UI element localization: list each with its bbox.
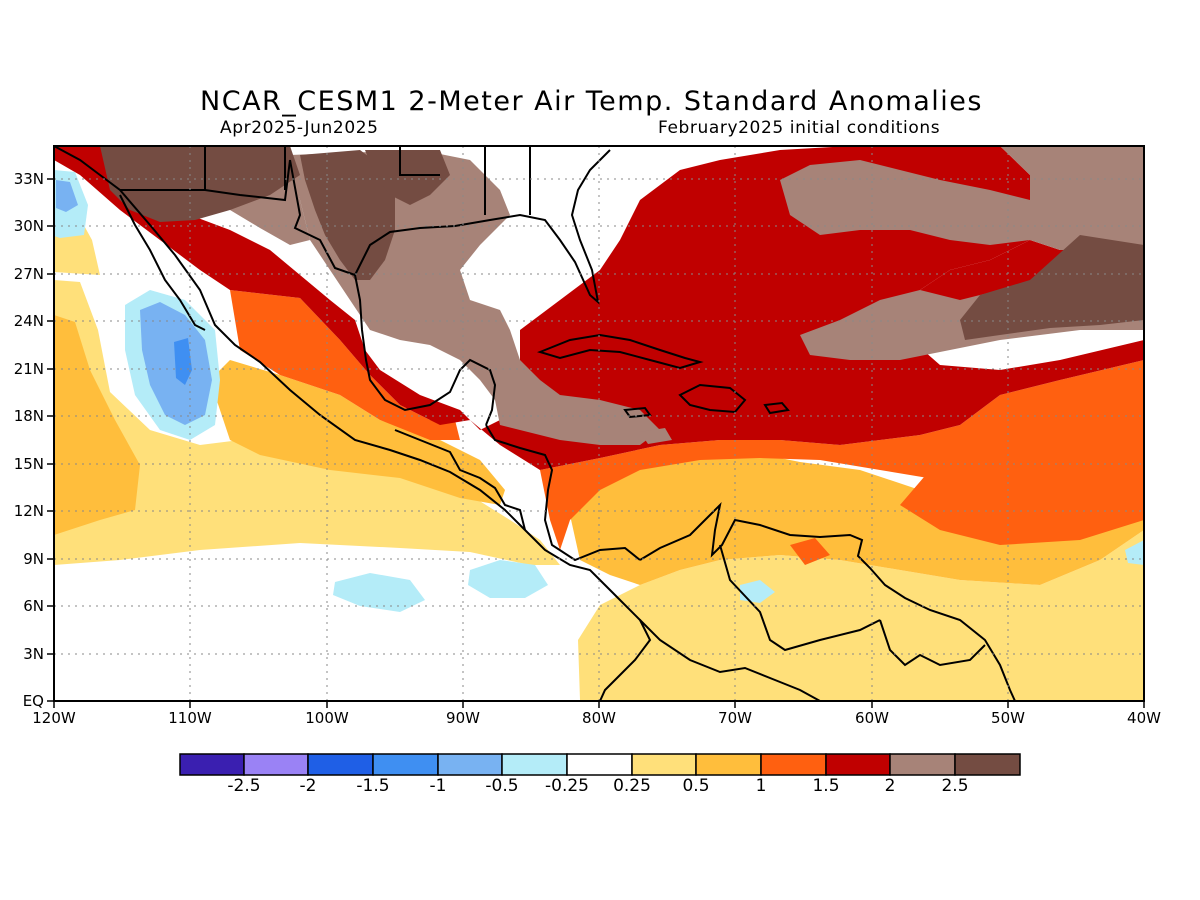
colorbar-swatch-lt-m25 [179, 753, 245, 776]
coastline-cuba [536, 333, 704, 370]
lat-label: 18N [13, 407, 44, 425]
lon-label: 50W [991, 709, 1025, 727]
border-guianas [879, 619, 986, 667]
lat-label: EQ [22, 692, 44, 710]
field-orange-pacific-west [54, 315, 140, 535]
field-cool-west-edge-mid [56, 180, 78, 212]
lat-label: 33N [13, 170, 44, 188]
colorbar-swatch-p1-p15 [760, 753, 827, 776]
field-redorange-atlantic-east [900, 380, 1144, 545]
colorbar-label: 2.5 [941, 776, 969, 796]
field-redorange-central-carib [540, 360, 1144, 550]
lat-label: 24N [13, 312, 44, 330]
border-us-states [204, 146, 531, 215]
lat-label: 12N [13, 502, 44, 520]
border-colombia-south [639, 619, 821, 701]
field-orange-caribbean-south [560, 448, 1144, 585]
field-brown-atlantic-east [960, 235, 1144, 340]
field-cool-pacific-2 [468, 560, 548, 598]
field-tan-caribbean-spot [640, 428, 672, 444]
anomaly-field [54, 146, 1144, 701]
colorbar-label: -2 [299, 776, 317, 796]
coastline-gulf-mexico [354, 274, 497, 426]
colorbar-swatch-m05-m025 [501, 753, 568, 776]
field-brown-texas [300, 150, 395, 280]
lat-label: 9N [23, 550, 44, 568]
colorbar [179, 753, 1021, 776]
lat-label: 21N [13, 360, 44, 378]
field-cool-south-america [740, 580, 775, 603]
colorbar-label: -2.5 [227, 776, 261, 796]
coastline-puerto-rico [763, 401, 790, 415]
field-redorange-mexico-pacific [230, 290, 460, 440]
coastlines [54, 146, 1016, 701]
colorbar-swatch-p2-p25 [889, 753, 956, 776]
colorbar-swatch-p025-p05 [631, 753, 697, 776]
lon-label: 40W [1127, 709, 1161, 727]
lon-label: 100W [305, 709, 349, 727]
border-venezuela-colombia [719, 544, 881, 652]
field-tan-atlantic-ne [780, 146, 1144, 250]
map-title: NCAR_CESM1 2-Meter Air Temp. Standard An… [200, 86, 983, 117]
coastline-gulf-west [289, 149, 611, 305]
colorbar-swatch-m1-m05 [437, 753, 503, 776]
colorbar-label: -1.5 [356, 776, 390, 796]
lat-label: 27N [13, 265, 44, 283]
coastline-central-america-borders [394, 429, 526, 531]
coastline-jamaica [623, 406, 652, 419]
colorbar-swatch-gt-p25 [954, 753, 1021, 776]
lon-label: 110W [168, 709, 212, 727]
colorbar-swatch-m2-m15 [307, 753, 374, 776]
colorbar-label: -1 [429, 776, 447, 796]
colorbar-label: 1 [755, 776, 767, 796]
colorbar-swatch-p15-p2 [825, 753, 891, 776]
colorbar-label: 2 [884, 776, 896, 796]
field-yellow-east-pacific [54, 280, 560, 565]
initial-conditions: February2025 initial conditions [658, 118, 941, 138]
lat-label: 15N [13, 455, 44, 473]
coastline-south-america-north [639, 501, 1016, 701]
field-cool-pacific-1 [333, 573, 425, 612]
lon-label: 70W [718, 709, 752, 727]
colorbar-label: -0.5 [485, 776, 519, 796]
coastline-baja [119, 194, 206, 331]
colorbar-swatch-m15-m1 [372, 753, 439, 776]
lat-label: 3N [23, 645, 44, 663]
field-brown-us-north [365, 150, 450, 205]
field-redorange-venezuela [790, 538, 830, 565]
coastline-hispaniola [678, 383, 747, 414]
coastline-pacific-mexico [54, 146, 652, 701]
field-cool-baja-core [174, 338, 192, 385]
lon-label: 120W [32, 709, 76, 727]
colorbar-label: 0.5 [682, 776, 710, 796]
colorbar-swatch-neutral [566, 753, 633, 776]
border-us-mexico [120, 159, 291, 202]
colorbar-label: 0.25 [613, 776, 651, 796]
colorbar-label: 1.5 [812, 776, 840, 796]
field-yellow-atlantic [578, 530, 1144, 701]
colorbar-label: -0.25 [545, 776, 589, 796]
forecast-period: Apr2025-Jun2025 [220, 118, 379, 138]
colorbar-swatch-m25-m2 [243, 753, 309, 776]
lon-label: 60W [855, 709, 889, 727]
field-orange-pacific-coast [210, 360, 505, 505]
lon-label: 80W [582, 709, 616, 727]
field-brown-mexico-north [100, 146, 300, 222]
axis-ticks [47, 178, 1145, 708]
colorbar-swatch-p05-p1 [695, 753, 762, 776]
lon-label: 90W [446, 709, 480, 727]
lat-label: 30N [13, 217, 44, 235]
coastline-yucatan-caribbean [485, 424, 641, 562]
field-tan-atlantic-ne-spread [780, 160, 1030, 245]
lat-label: 6N [23, 597, 44, 615]
